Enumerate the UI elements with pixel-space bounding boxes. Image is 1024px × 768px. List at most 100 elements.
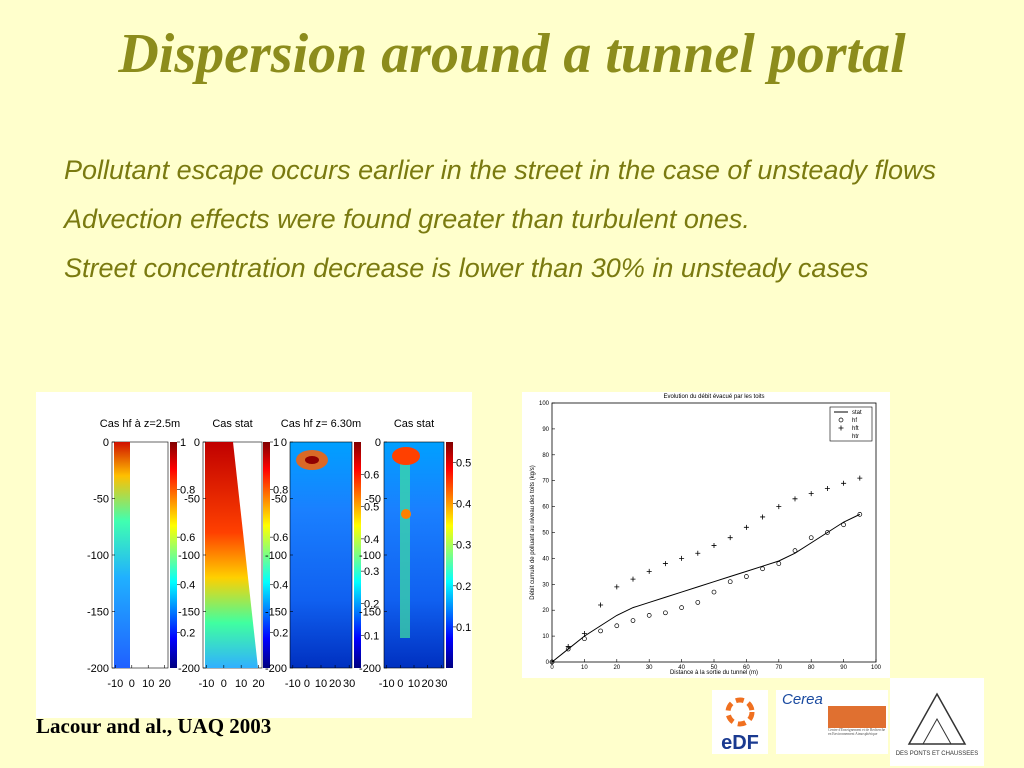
data-point [808,491,814,497]
data-point [565,643,571,649]
citation: Lacour and al., UAQ 2003 [36,714,272,738]
logo-edf: eDF [712,690,768,754]
x-tick-label: 20 [159,678,171,690]
x-tick-label: 10 [315,678,327,690]
data-point [841,480,847,486]
data-point [824,485,830,491]
x-tick-label: -10 [285,678,301,690]
panel-title: Cas hf z= 6.30m [281,418,361,430]
x-tick-label: 20 [252,678,264,690]
x-tick-label: 30 [646,665,653,671]
legend [829,406,873,442]
y-tick-label: -50 [184,494,200,506]
colorbar-tick-label: 0.2 [180,627,195,639]
x-tick-label: 10 [142,678,154,690]
y-tick-label: -100 [87,550,109,562]
chart: Evolution du débit évacué par les toits D… [530,394,882,676]
y-tick-label: -200 [359,663,381,675]
x-tick-label: -10 [379,678,395,690]
y-tick-label: 0 [281,437,287,449]
y-tick-label: 0 [103,437,109,449]
logo-subtext: Centre d'Enseignement et de Recherche en… [828,728,886,736]
colorbar [354,442,361,668]
x-tick-label: 0 [550,665,554,671]
plume [400,452,410,638]
colorbar-tick-label: 0.1 [456,622,471,634]
data-point [598,602,604,608]
data-point [776,504,782,510]
colorbar-tick-label: 0.6 [180,532,195,544]
x-tick-label: 40 [678,665,685,671]
y-tick-label: 90 [542,427,549,433]
y-tick-label: -150 [178,607,200,619]
logo-ponts: DES PONTS ET CHAUSSEES [890,678,984,766]
data-point [614,584,620,590]
colorbar-tick-label: 0.2 [456,581,471,593]
y-tick-label: -50 [93,494,109,506]
data-point [727,579,733,585]
x-tick-label: 10 [235,678,247,690]
plot-area [551,402,877,663]
colorbar-tick-label: 0.4 [364,534,379,546]
data-point [581,631,587,637]
data-point [663,610,668,616]
x-tick-label: 60 [743,665,750,671]
logo-sub: Centre d'Enseignement et de Recherche en… [828,728,886,736]
x-tick-label: 90 [840,665,847,671]
x-tick-label: -10 [107,678,123,690]
colorbar [263,442,270,668]
x-tick-label: 50 [711,665,718,671]
x-tick-label: 30 [435,678,447,690]
colorbar-tick-label: 0.2 [364,598,379,610]
data-point [857,475,863,481]
x-tick-label: 20 [329,678,341,690]
colorbar-tick-label: 0.5 [364,502,379,514]
colorbar-tick-label: 0.5 [456,458,471,470]
y-tick-label: -50 [271,494,287,506]
colormap-image [289,441,353,669]
y-tick-label: 0 [375,437,381,449]
x-tick-label: 10 [581,665,588,671]
colorbar-tick-label: 0.2 [273,627,288,639]
data-point [825,530,830,535]
colorbar-tick-label: 0.4 [456,499,471,511]
y-axis-label: Débit cumulé de polluant au niveau des t… [530,465,536,599]
x-tick-label: 0 [129,678,135,690]
logo-cerea: Cerea Centre d'Enseignement et de Recher… [776,690,888,754]
plume [401,509,411,519]
y-tick-label: 20 [542,608,549,614]
bullet-list: Pollutant escape occurs earlier in the s… [64,150,964,297]
colorbar-tick-label: 1 [273,437,279,449]
colorbar-tick-label: 0.8 [273,485,288,497]
data-point [841,522,846,528]
data-point [808,535,814,541]
colorbar-tick-label: 0.8 [180,485,195,497]
y-tick-label: 0 [194,437,200,449]
y-tick-label: 60 [542,505,549,511]
legend-label: hft [852,426,859,432]
colorbar-tick-label: 0.4 [180,580,195,592]
x-tick-label: 30 [343,678,355,690]
y-tick-label: -150 [87,607,109,619]
data-point [598,628,603,634]
data-point [630,576,636,582]
legend-swatch [838,425,844,431]
data-point [646,568,652,574]
logo-text: DES PONTS ET CHAUSSEES [896,751,979,757]
data-point [711,589,717,595]
y-tick-label: 70 [542,479,549,485]
logo-text: Cerea [782,691,823,708]
y-tick-label: 100 [539,401,550,407]
data-point [760,514,766,520]
plume [305,456,319,464]
colorbar [446,442,453,668]
x-tick-label: 10 [408,678,420,690]
data-point [727,535,733,541]
data-point [776,561,782,566]
panel-title: Cas stat [394,418,434,430]
colorbar-tick-label: 1 [180,437,186,449]
y-tick-label: -100 [265,550,287,562]
data-point [695,600,701,605]
